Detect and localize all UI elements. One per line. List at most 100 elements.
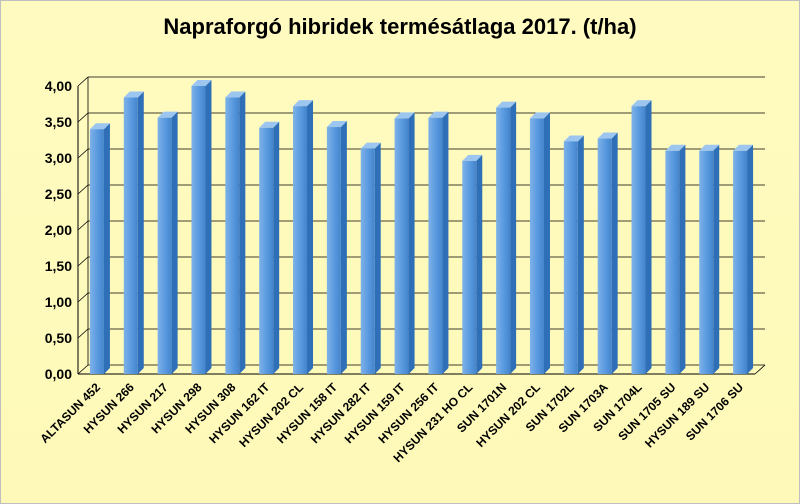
y-tick-label: 0,00 — [45, 366, 72, 382]
bar-side — [442, 111, 449, 375]
gridline-diagonal — [77, 148, 89, 159]
bar — [394, 112, 415, 375]
bar-front — [428, 117, 443, 375]
bar-front — [259, 127, 274, 374]
bar-side — [205, 80, 212, 374]
bar-side — [713, 144, 720, 374]
bar-top — [394, 112, 415, 119]
bar-side — [577, 135, 584, 374]
bar — [259, 121, 280, 374]
y-tick-label: 3,50 — [45, 114, 72, 130]
bar — [733, 144, 754, 374]
bar — [496, 101, 517, 374]
bar-side — [340, 121, 347, 374]
chart-title: Napraforgó hibridek termésátlaga 2017. (… — [163, 14, 637, 39]
bar-front — [326, 127, 341, 374]
bar-top — [225, 91, 246, 98]
y-tick-label: 0,50 — [45, 330, 72, 346]
bar-top — [191, 80, 212, 86]
y-tick-label: 2,50 — [45, 186, 72, 202]
bar — [123, 91, 144, 375]
y-tick-label: 2,00 — [45, 222, 72, 238]
bar-side — [679, 144, 686, 374]
y-tick-label: 3,00 — [45, 150, 72, 166]
bar-top — [259, 121, 280, 128]
y-tick-label: 1,00 — [45, 294, 72, 310]
gridline-diagonal — [77, 292, 89, 303]
bar-front — [699, 150, 714, 374]
bar-side — [171, 111, 178, 375]
bar-top — [631, 100, 652, 107]
bar-front — [665, 150, 680, 374]
bar — [462, 154, 483, 374]
bar-front — [225, 97, 240, 375]
bar-top — [733, 144, 754, 151]
bar-front — [293, 106, 308, 374]
bar — [293, 100, 314, 374]
bar-side — [611, 132, 618, 374]
bar-top — [123, 91, 144, 98]
bar-front — [733, 150, 748, 374]
gridline-diagonal — [77, 328, 89, 339]
bar — [597, 132, 618, 374]
bar-top — [665, 144, 686, 151]
floor-edge — [754, 364, 766, 375]
bar — [428, 111, 449, 375]
bar — [191, 80, 212, 374]
bar-front — [597, 138, 612, 374]
bar-side — [408, 112, 415, 375]
bar-side — [273, 121, 280, 374]
bar-front — [191, 86, 206, 374]
bar-top — [293, 100, 314, 107]
bar-front — [462, 160, 477, 374]
gridline-diagonal — [77, 220, 89, 231]
bar-side — [307, 100, 314, 374]
gridline-diagonal — [77, 76, 89, 87]
bar — [225, 91, 246, 375]
gridline-diagonal — [77, 112, 89, 123]
bar-top — [597, 132, 618, 139]
bar-front — [496, 107, 511, 374]
bar — [89, 123, 110, 374]
bar-front — [360, 148, 375, 374]
bar-top — [462, 154, 483, 161]
bar-front — [89, 129, 104, 374]
bar-top — [326, 121, 347, 128]
bar-side — [645, 100, 652, 374]
bar-front — [529, 118, 544, 375]
bar-top — [89, 123, 110, 130]
bar-top — [529, 112, 550, 119]
bar — [563, 135, 584, 374]
gridline-diagonal — [77, 184, 89, 195]
bar-front — [157, 117, 172, 375]
bar-top — [496, 101, 517, 108]
bar — [529, 112, 550, 375]
bar-top — [428, 111, 449, 118]
bar — [157, 111, 178, 375]
gridline-diagonal — [77, 364, 89, 375]
y-tick-label: 4,00 — [45, 78, 72, 94]
bar-side — [543, 112, 550, 375]
bar-front — [394, 118, 409, 375]
bar-top — [563, 135, 584, 142]
bar-top — [360, 142, 381, 149]
bar-front — [563, 141, 578, 374]
bar-side — [374, 142, 381, 374]
bar-side — [476, 154, 483, 374]
bar — [360, 142, 381, 374]
bar-side — [510, 101, 517, 374]
bar — [631, 100, 652, 374]
bar — [699, 144, 720, 374]
bar-side — [747, 144, 754, 374]
gridline-diagonal — [77, 256, 89, 267]
bar-side — [137, 91, 144, 375]
bar-top — [157, 111, 178, 118]
bar — [665, 144, 686, 374]
bar-side — [239, 91, 246, 375]
bar-front — [123, 97, 138, 375]
y-tick-label: 1,50 — [45, 258, 72, 274]
bar — [326, 121, 347, 374]
bar-top — [699, 144, 720, 151]
bar-side — [103, 123, 110, 374]
